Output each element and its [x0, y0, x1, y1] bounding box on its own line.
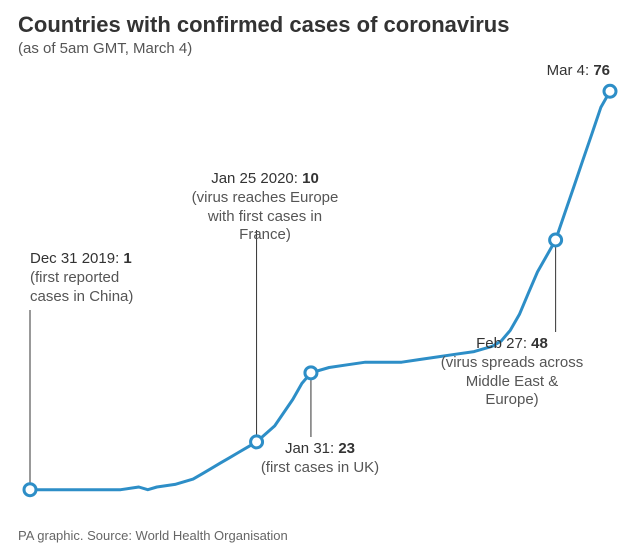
- annotation-label: Jan 31: 23(first cases in UK): [245, 440, 395, 478]
- annotation-heading: Mar 4: 76: [500, 62, 610, 81]
- annotation-heading: Jan 31: 23: [245, 440, 395, 459]
- chart-container: { "chart": { "type": "line", "title": "C…: [0, 0, 640, 555]
- data-marker: [550, 234, 562, 246]
- annotation-heading: Jan 25 2020: 10: [185, 170, 345, 189]
- data-marker: [305, 367, 317, 379]
- data-marker: [24, 484, 36, 496]
- annotation-heading: Dec 31 2019: 1: [30, 250, 160, 269]
- annotation-desc: (virus reaches Europe with first cases i…: [185, 189, 345, 245]
- annotation-heading: Feb 27: 48: [437, 335, 587, 354]
- annotation-desc: (virus spreads across Middle East & Euro…: [437, 354, 587, 410]
- annotation-desc: (first cases in UK): [245, 459, 395, 478]
- annotation-desc: (first reported cases in China): [30, 269, 160, 307]
- annotation-label: Feb 27: 48(virus spreads across Middle E…: [437, 335, 587, 410]
- annotation-label: Dec 31 2019: 1(first reported cases in C…: [30, 250, 160, 306]
- annotation-label: Jan 25 2020: 10(virus reaches Europe wit…: [185, 170, 345, 245]
- annotation-label: Mar 4: 76: [500, 62, 610, 81]
- data-marker: [604, 85, 616, 97]
